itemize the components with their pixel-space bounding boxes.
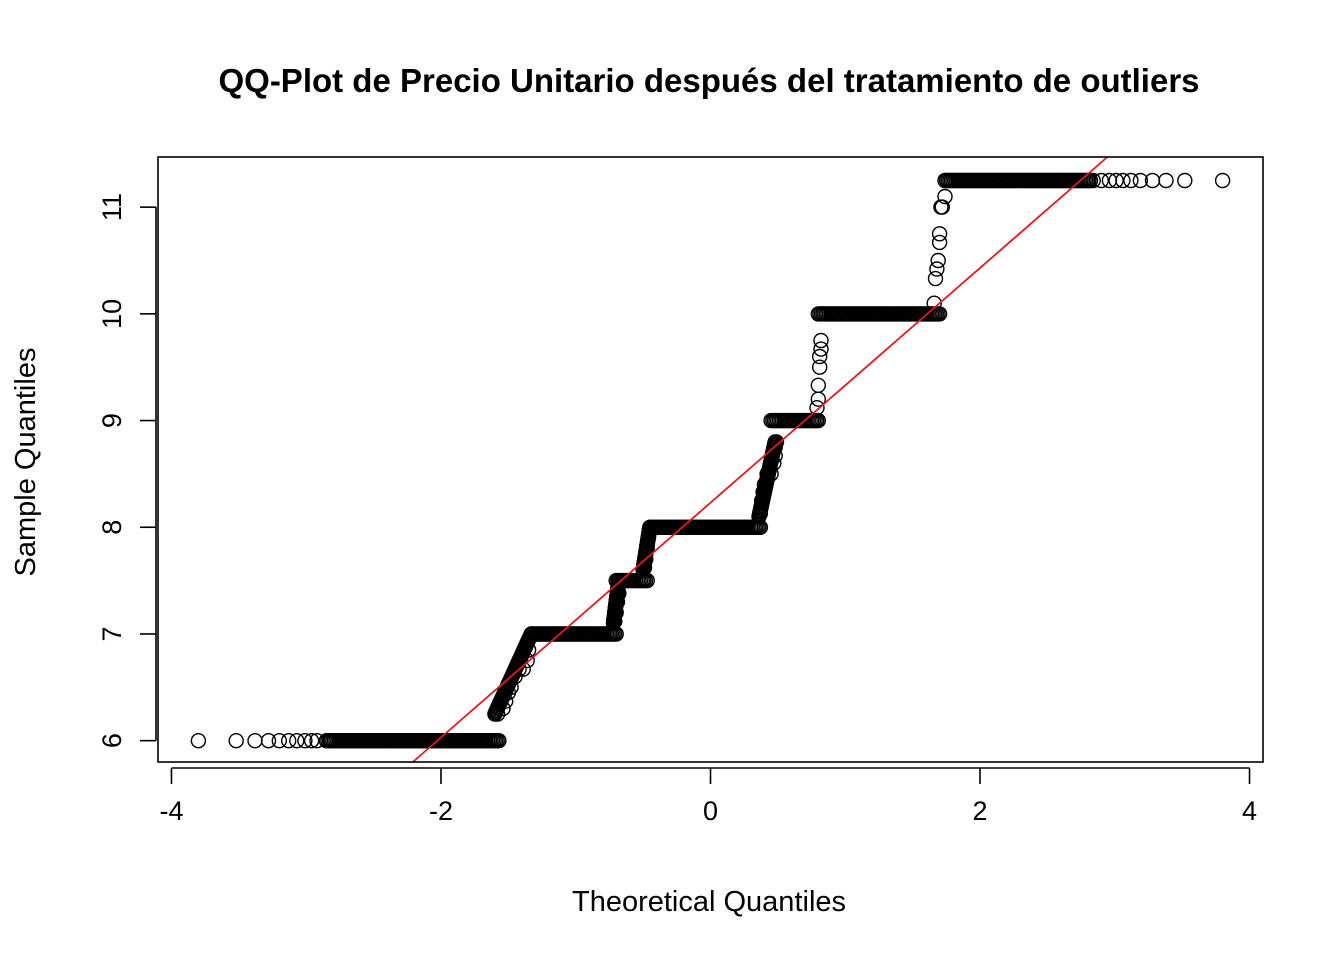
- data-point: [766, 455, 782, 471]
- data-point: [271, 733, 287, 749]
- data-point: [810, 377, 826, 393]
- data-point: [260, 733, 277, 749]
- data-point: [519, 652, 535, 669]
- data-point: [515, 661, 531, 677]
- data-point: [934, 199, 950, 215]
- data-point: [752, 505, 769, 522]
- data-point: [303, 733, 320, 749]
- data-point: [931, 226, 948, 242]
- plot-points: [190, 172, 1231, 749]
- data-point: [1132, 172, 1149, 189]
- data-point: [247, 733, 263, 749]
- data-point: [491, 733, 507, 749]
- data-point: [297, 733, 313, 749]
- data-point: [926, 295, 942, 311]
- data-point: [520, 642, 537, 658]
- data-point: [523, 626, 539, 642]
- data-point: [495, 700, 511, 717]
- data-point: [813, 332, 829, 349]
- data-point: [937, 188, 953, 205]
- data-point: [640, 530, 657, 546]
- data-point: [763, 466, 779, 482]
- data-point: [289, 733, 305, 749]
- data-point: [498, 693, 514, 709]
- data-point: [489, 706, 506, 722]
- data-point: [611, 572, 627, 589]
- y-axis: 6 7 8 9 10 11: [97, 193, 157, 748]
- data-point: [1108, 172, 1124, 189]
- data-point: [767, 439, 783, 455]
- y-tick-label: 10: [97, 299, 127, 329]
- x-tick-label: 4: [1242, 796, 1257, 826]
- data-point: [281, 733, 297, 749]
- data-point: [190, 733, 207, 749]
- data-point: [812, 348, 828, 365]
- data-point: [1214, 172, 1231, 189]
- y-tick-label: 6: [97, 733, 127, 748]
- data-point: [927, 270, 944, 287]
- x-axis: -4 -2 0 2 4: [159, 767, 1257, 826]
- data-point: [1177, 172, 1193, 189]
- y-tick-label: 9: [97, 413, 127, 428]
- data-point: [511, 661, 527, 677]
- data-point: [812, 359, 828, 375]
- data-point: [754, 492, 770, 509]
- plot-frame: [157, 156, 1264, 763]
- y-tick-label: 7: [97, 626, 127, 641]
- data-point: [931, 234, 948, 251]
- data-point: [929, 261, 945, 277]
- data-point: [768, 434, 785, 450]
- data-point: [609, 594, 626, 610]
- data-point: [810, 412, 826, 429]
- data-point: [309, 733, 325, 749]
- data-point: [639, 540, 655, 557]
- data-point: [1085, 172, 1101, 189]
- x-tick-label: 0: [703, 796, 718, 826]
- x-tick-label: -2: [429, 796, 453, 826]
- data-point: [228, 733, 244, 749]
- y-tick-label: 8: [97, 520, 127, 535]
- data-point: [607, 613, 623, 629]
- data-point: [503, 679, 519, 695]
- y-tick-label: 11: [97, 193, 127, 221]
- data-point: [1123, 172, 1139, 189]
- data-point: [638, 551, 654, 567]
- data-point: [930, 252, 946, 269]
- data-point: [813, 341, 829, 357]
- data-point: [608, 604, 624, 621]
- data-point: [1115, 172, 1131, 189]
- data-point: [755, 484, 771, 500]
- data-point: [1158, 172, 1174, 189]
- x-tick-label: -4: [159, 796, 183, 826]
- x-axis-label: Theoretical Quantiles: [572, 886, 846, 918]
- data-point: [809, 400, 825, 416]
- y-axis-label: Sample Quantiles: [10, 348, 42, 577]
- reference-line: [412, 156, 1109, 763]
- data-point: [1093, 172, 1110, 189]
- chart-title: QQ-Plot de Precio Unitario después del t…: [218, 62, 1199, 99]
- x-tick-label: 2: [972, 796, 987, 826]
- data-point: [611, 585, 627, 602]
- data-point: [642, 519, 658, 535]
